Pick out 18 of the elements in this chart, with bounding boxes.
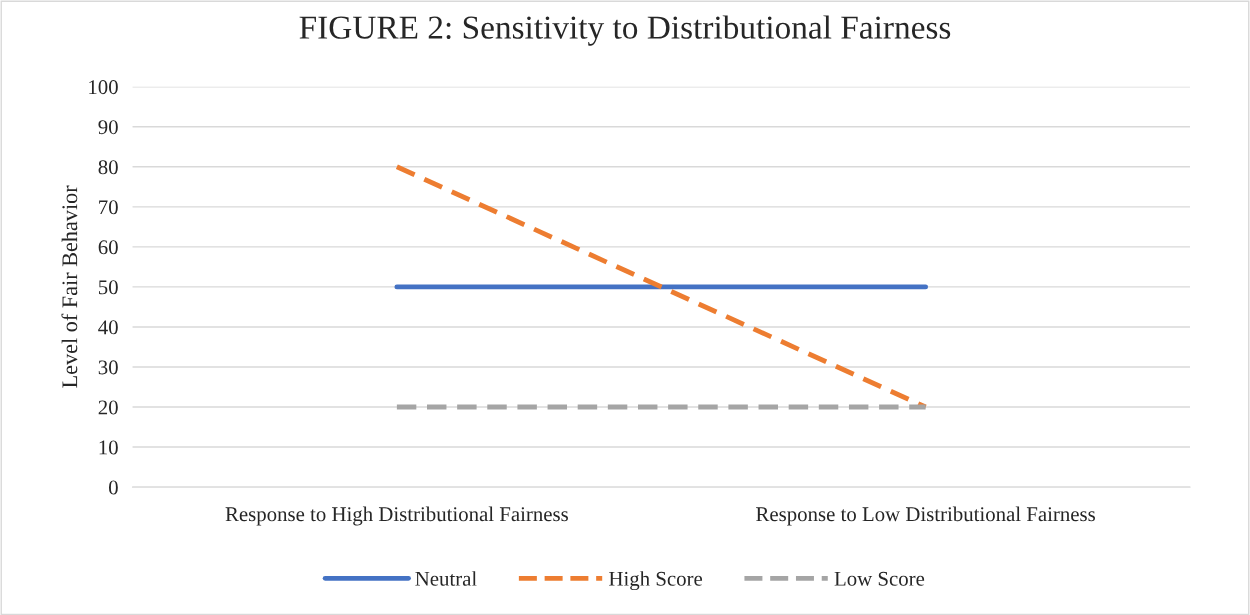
chart-title: FIGURE 2: Sensitivity to Distributional Fairness: [299, 15, 951, 46]
y-tick-label: 100: [89, 80, 118, 95]
y-tick-label: 20: [98, 400, 118, 415]
y-tick-label: 30: [98, 360, 118, 375]
y-tick-label: 60: [98, 240, 118, 255]
legend-label: Low Score: [834, 571, 925, 586]
x-tick-label: Response to Low Distributional Fairness: [756, 506, 1095, 526]
legend-label: Neutral: [415, 571, 477, 586]
x-tick-label: Response to High Distributional Fairness: [225, 506, 568, 526]
y-tick-label: 40: [98, 320, 118, 335]
y-tick-label: 10: [99, 440, 118, 455]
y-tick-label: 0: [108, 480, 118, 495]
y-tick-label: 70: [99, 200, 118, 215]
y-axis-title: Level of Fair Behavior: [61, 185, 78, 388]
y-tick-label: 90: [98, 120, 118, 135]
y-tick-label: 80: [98, 160, 118, 175]
legend-label: High Score: [609, 571, 703, 591]
y-tick-label: 50: [98, 280, 118, 295]
